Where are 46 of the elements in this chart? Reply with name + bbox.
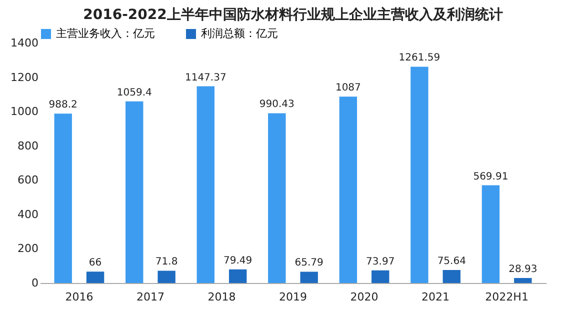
bar xyxy=(482,185,500,283)
data-label: 71.8 xyxy=(155,256,178,268)
data-label: 1087 xyxy=(335,82,361,94)
data-label: 990.43 xyxy=(259,99,294,110)
data-label: 28.93 xyxy=(508,264,538,276)
x-tick-label: 2016 xyxy=(65,290,94,304)
chart-title: 2016-2022上半年中国防水材料行业规上企业主营收入及利润统计 xyxy=(83,6,503,23)
y-tick-label: 1400 xyxy=(10,36,38,50)
x-tick-label: 2021 xyxy=(422,290,450,304)
legend-label: 利润总额：亿元 xyxy=(201,27,278,40)
bar xyxy=(86,272,104,283)
bar xyxy=(196,86,214,283)
data-label: 1261.59 xyxy=(398,52,440,64)
data-label: 79.49 xyxy=(224,255,252,266)
x-tick-label: 2018 xyxy=(208,290,236,304)
x-tick-label: 2022H1 xyxy=(485,290,528,304)
x-tick-label: 2019 xyxy=(279,290,307,304)
data-label: 66 xyxy=(88,258,102,269)
bar xyxy=(126,101,144,283)
bar xyxy=(300,272,318,283)
legend-label: 主营业务收入：亿元 xyxy=(56,27,155,40)
data-label: 1147.37 xyxy=(184,72,226,84)
y-tick-label: 1000 xyxy=(10,105,38,118)
data-label: 73.97 xyxy=(366,256,395,268)
y-tick-label: 200 xyxy=(18,242,38,256)
data-label: 569.91 xyxy=(473,171,508,182)
bar xyxy=(410,66,428,283)
data-label: 75.64 xyxy=(437,256,466,268)
bar xyxy=(442,270,460,283)
y-tick-label: 600 xyxy=(18,174,38,187)
bar xyxy=(372,270,390,283)
bar xyxy=(268,113,286,283)
x-tick-label: 2020 xyxy=(350,290,378,304)
data-label: 988.2 xyxy=(48,100,78,111)
bar xyxy=(514,278,532,283)
y-tick-label: 1200 xyxy=(10,70,38,84)
y-tick-label: 0 xyxy=(32,276,38,290)
data-label: 65.79 xyxy=(294,258,324,269)
bar xyxy=(54,114,72,283)
data-label: 1059.4 xyxy=(116,87,152,98)
y-tick-label: 800 xyxy=(18,139,38,152)
bar xyxy=(228,269,247,283)
bar xyxy=(339,96,358,283)
bar xyxy=(158,270,176,283)
x-tick-label: 2017 xyxy=(136,290,164,304)
y-tick-label: 400 xyxy=(18,208,38,221)
